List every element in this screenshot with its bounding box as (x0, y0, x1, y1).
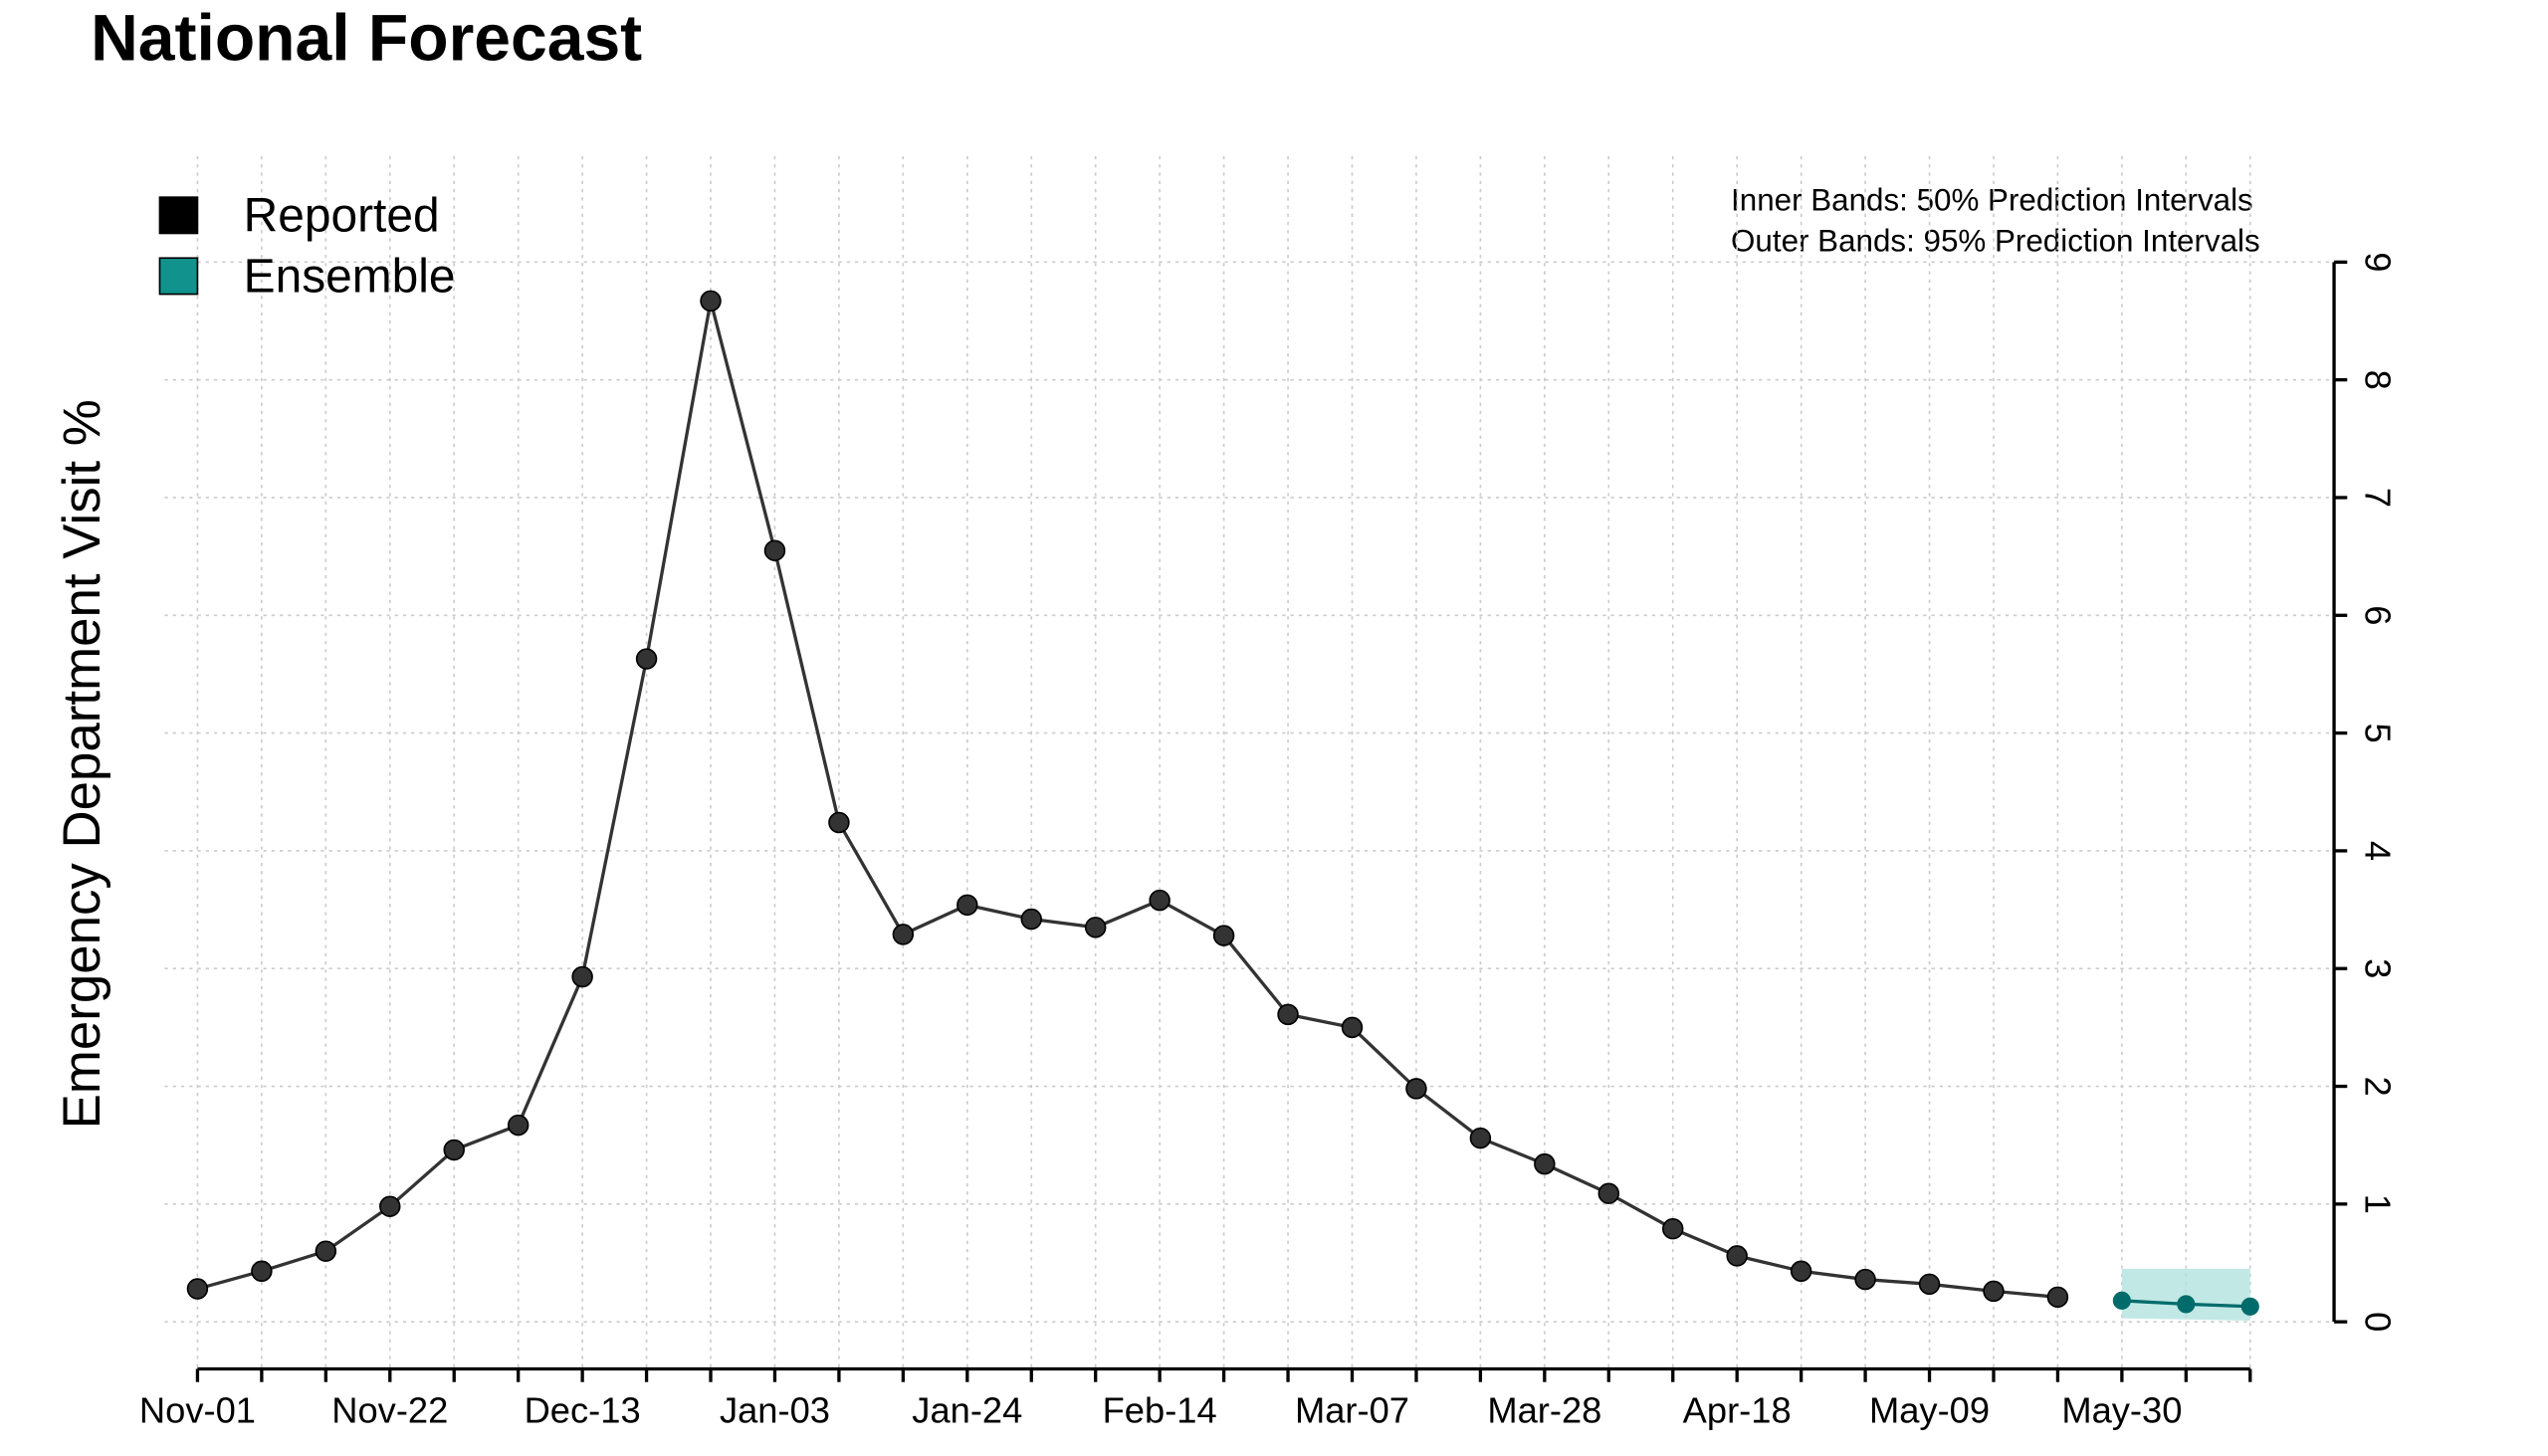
x-tick-label: May-09 (1869, 1390, 1990, 1431)
data-point (763, 539, 786, 561)
data-point (1405, 1078, 1427, 1100)
data-point (251, 1260, 273, 1283)
chart-title: National Forecast (91, 0, 642, 74)
legend-label: Ensemble (244, 250, 456, 303)
data-point (1084, 917, 1107, 938)
data-point (700, 290, 722, 312)
data-point (1597, 1182, 1620, 1204)
prediction-band (2121, 1268, 2250, 1321)
annotation: Inner Bands: 50% Prediction Intervals (1731, 182, 2253, 217)
data-point (1277, 1003, 1299, 1026)
data-point (1020, 908, 1042, 931)
x-tick-label: Feb-14 (1103, 1390, 1217, 1431)
data-point (892, 924, 915, 945)
data-point (2240, 1297, 2259, 1316)
x-tick-label: Apr-18 (1683, 1390, 1792, 1431)
x-tick-label: May-30 (2061, 1390, 2182, 1431)
data-point (1212, 925, 1235, 946)
data-point (315, 1240, 337, 1262)
y-tick-label: 1 (2358, 1194, 2399, 1214)
y-tick-label: 9 (2358, 252, 2399, 272)
x-tick-label: Jan-03 (720, 1390, 830, 1431)
data-point (507, 1114, 530, 1137)
data-point (1341, 1016, 1364, 1039)
x-tick-label: Mar-07 (1295, 1390, 1409, 1431)
legend-swatch (158, 257, 199, 296)
data-point (828, 811, 850, 834)
data-point (1149, 889, 1170, 912)
data-point (1983, 1280, 2005, 1303)
y-tick-label: 2 (2358, 1076, 2399, 1096)
data-point (956, 894, 978, 917)
data-point (571, 965, 593, 988)
y-axis-title: Emergency Department Visit % (53, 399, 111, 1129)
data-point (2046, 1286, 2069, 1309)
data-point (1790, 1260, 1812, 1283)
data-point (1534, 1152, 1556, 1175)
y-tick-label: 0 (2358, 1312, 2399, 1332)
x-tick-label: Nov-22 (331, 1390, 448, 1431)
y-tick-label: 7 (2358, 488, 2399, 508)
x-tick-label: Nov-01 (139, 1390, 256, 1431)
data-point (1726, 1245, 1748, 1267)
y-tick-label: 5 (2358, 723, 2399, 742)
data-point (2177, 1295, 2196, 1314)
x-tick-label: Mar-28 (1487, 1390, 1601, 1431)
data-point (635, 648, 658, 670)
data-point (2112, 1291, 2131, 1310)
x-tick-label: Jan-24 (912, 1390, 1022, 1431)
data-point (186, 1278, 209, 1300)
data-point (1469, 1127, 1492, 1149)
legend-swatch (158, 196, 199, 235)
y-tick-label: 4 (2358, 841, 2399, 861)
data-point (1918, 1273, 1941, 1296)
data-point (1662, 1217, 1684, 1240)
data-point (379, 1195, 401, 1217)
x-tick-label: Dec-13 (525, 1390, 641, 1431)
y-tick-label: 3 (2358, 958, 2399, 978)
series-line (196, 300, 2058, 1299)
y-tick-label: 6 (2358, 605, 2399, 625)
annotation: Outer Bands: 95% Prediction Intervals (1731, 224, 2260, 259)
y-tick-label: 8 (2358, 370, 2399, 390)
data-point (1854, 1268, 1876, 1291)
legend-label: Reported (244, 189, 440, 242)
data-point (443, 1139, 465, 1161)
